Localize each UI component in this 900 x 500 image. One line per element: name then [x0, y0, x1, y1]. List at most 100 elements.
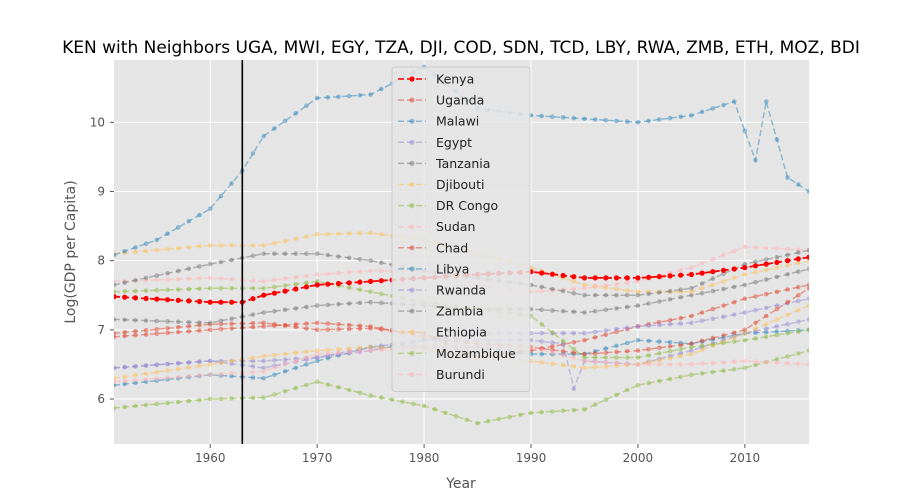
legend-label: DR Congo [436, 198, 498, 213]
legend-swatch-marker [409, 139, 415, 145]
data-point [796, 298, 801, 304]
data-point [721, 314, 726, 320]
data-point [154, 376, 160, 382]
data-point [796, 269, 801, 274]
data-point [271, 290, 277, 296]
data-point [175, 366, 181, 372]
data-point [785, 258, 791, 264]
data-point [175, 276, 181, 282]
legend-label: Egypt [436, 135, 472, 150]
data-point [624, 292, 630, 298]
data-point [539, 347, 544, 353]
data-point [571, 364, 577, 369]
data-point [335, 280, 342, 287]
data-point [218, 396, 224, 402]
data-point [250, 320, 256, 326]
data-point [624, 325, 630, 331]
x-tick-label: 2000 [623, 451, 654, 465]
data-point [806, 362, 809, 367]
chart-title: KEN with Neighbors UGA, MWI, EGY, TZA, D… [62, 38, 860, 58]
data-point [699, 371, 705, 376]
data-point [774, 274, 780, 280]
data-point [336, 346, 341, 352]
data-point [582, 116, 587, 122]
data-point [667, 340, 673, 345]
data-point [314, 358, 320, 364]
data-point [175, 361, 181, 366]
data-point [186, 266, 192, 272]
data-point [272, 126, 277, 131]
data-point [250, 296, 256, 302]
data-point [678, 268, 683, 273]
data-point [282, 238, 288, 244]
data-point [699, 318, 705, 324]
data-point [539, 270, 545, 276]
data-point [635, 337, 641, 343]
data-point [114, 379, 117, 384]
data-point [186, 365, 192, 370]
data-point [731, 359, 737, 365]
data-point [346, 322, 352, 328]
legend-label: Uganda [436, 93, 484, 108]
legend-item: Djibouti [398, 177, 484, 192]
data-point [699, 290, 705, 296]
data-point [165, 361, 170, 367]
data-point [763, 305, 769, 311]
data-point [261, 365, 267, 371]
data-point [293, 111, 299, 116]
data-point [368, 348, 373, 353]
data-point [154, 273, 160, 278]
data-point [378, 278, 384, 284]
data-point [357, 345, 363, 351]
data-point [774, 332, 780, 338]
data-point [186, 298, 192, 304]
data-point [293, 275, 299, 280]
legend-item: Libya [398, 261, 469, 276]
data-point [304, 280, 309, 286]
data-point [165, 246, 170, 252]
data-point [635, 289, 641, 295]
data-point [582, 358, 587, 364]
data-point [186, 286, 192, 292]
data-point [592, 364, 598, 370]
data-point [250, 355, 256, 361]
legend-swatch-marker [409, 76, 415, 82]
data-point [753, 279, 758, 285]
data-point [560, 349, 566, 354]
data-point [753, 158, 758, 163]
data-point [114, 334, 117, 340]
data-point [763, 334, 769, 340]
data-point [785, 361, 790, 366]
data-point [731, 248, 737, 254]
data-point [122, 280, 127, 285]
legend-swatch-marker [409, 160, 415, 166]
data-point [250, 395, 256, 401]
data-point [689, 344, 694, 350]
data-point [571, 346, 577, 352]
data-point [796, 319, 801, 325]
data-point [721, 286, 726, 292]
data-point [806, 303, 809, 308]
x-tick-label: 2010 [730, 451, 761, 465]
data-point [154, 401, 160, 407]
data-point [667, 317, 673, 323]
data-point [731, 339, 737, 344]
data-point [560, 288, 566, 294]
data-point [143, 318, 149, 323]
data-point [689, 292, 694, 298]
data-point [571, 115, 577, 121]
data-point [261, 369, 267, 374]
legend-label: Sudan [436, 219, 475, 234]
data-point [475, 420, 480, 426]
legend-item: Kenya [398, 72, 474, 87]
data-point [689, 341, 694, 347]
data-point [293, 322, 299, 327]
data-point [646, 338, 651, 344]
y-axis-label: Log(GDP per Capita) [63, 180, 79, 323]
data-point [165, 277, 170, 282]
data-point [539, 351, 544, 357]
data-point [592, 351, 598, 356]
data-point [785, 252, 790, 258]
data-point [314, 327, 320, 333]
data-point [133, 245, 138, 250]
